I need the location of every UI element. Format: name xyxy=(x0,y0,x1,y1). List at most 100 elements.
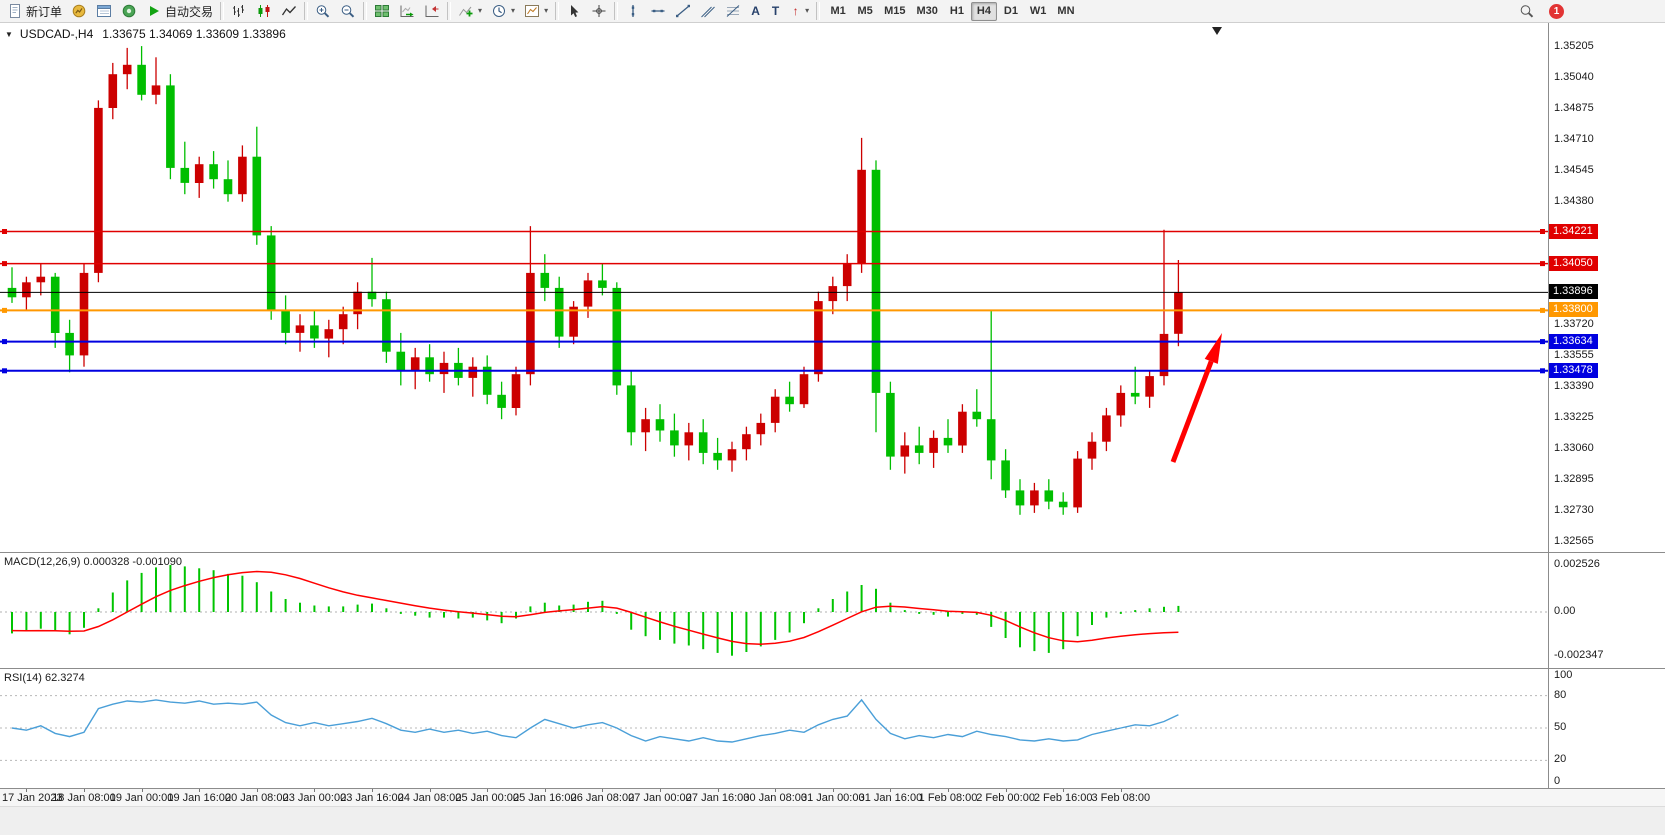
rsi-canvas[interactable] xyxy=(0,669,1548,788)
time-axis-label: 2 Feb 00:00 xyxy=(976,792,1035,804)
line-handle[interactable] xyxy=(1540,307,1545,313)
line-handle[interactable] xyxy=(1540,368,1545,374)
tf-button-m1[interactable]: M1 xyxy=(830,5,846,17)
line-handle[interactable] xyxy=(1540,339,1545,345)
candle xyxy=(223,160,233,202)
time-axis-label: 19 Jan 00:00 xyxy=(109,792,174,804)
data-window-icon xyxy=(97,5,112,17)
vertical-line-icon xyxy=(631,5,635,17)
candle xyxy=(886,381,895,470)
chart-header: ▼ USDCAD-,H4 1.33675 1.34069 1.33609 1.3… xyxy=(5,27,286,41)
line-handle[interactable] xyxy=(2,307,7,313)
candle xyxy=(79,263,89,367)
time-axis-label: 26 Jan 08:00 xyxy=(570,792,635,804)
panel-splitter[interactable] xyxy=(0,668,1665,669)
search-button[interactable] xyxy=(1515,1,1539,21)
line-handle[interactable] xyxy=(2,368,7,374)
candle xyxy=(439,351,449,393)
tile-windows-button[interactable] xyxy=(370,1,394,21)
candle xyxy=(410,347,420,390)
autotrading-button[interactable]: 自动交易 xyxy=(142,1,217,21)
candle xyxy=(1116,385,1126,427)
time-tick xyxy=(718,789,719,792)
time-tick xyxy=(26,789,27,792)
new-order-label: 新订单 xyxy=(26,4,63,19)
time-axis-label: 17 Jan 2023 xyxy=(2,792,63,804)
line-handle[interactable] xyxy=(2,229,7,234)
fibonacci-button[interactable] xyxy=(721,1,745,21)
channel-button[interactable] xyxy=(696,1,720,21)
candle xyxy=(151,57,161,105)
crosshair-button[interactable] xyxy=(587,1,611,21)
candlestick-chart-button[interactable] xyxy=(252,1,276,21)
zoom-out-button[interactable] xyxy=(336,1,360,21)
notification-badge[interactable]: 1 xyxy=(1549,3,1564,19)
line-handle[interactable] xyxy=(2,261,7,267)
candle xyxy=(511,366,521,416)
timeframe-toolbar: M1 M5 M15 M30 H1 H4 D1 W1 MN xyxy=(825,1,1079,21)
horizontal-line-button[interactable] xyxy=(646,1,670,21)
toolbar-separator xyxy=(363,2,368,20)
periods-button[interactable]: ▾ xyxy=(487,1,519,21)
tf-button-w1[interactable]: W1 xyxy=(1029,5,1047,17)
candle xyxy=(655,404,665,442)
vertical-line-button[interactable] xyxy=(621,1,645,21)
zoom-in-button[interactable] xyxy=(311,1,335,21)
line-handle[interactable] xyxy=(1540,229,1545,234)
data-window-button[interactable] xyxy=(92,1,116,21)
line-chart-button[interactable] xyxy=(277,1,301,21)
toolbar-separator xyxy=(816,2,821,20)
tf-button-m15[interactable]: M15 xyxy=(884,5,906,17)
candle xyxy=(612,282,622,395)
macd-canvas[interactable] xyxy=(0,553,1548,668)
arrows-button[interactable]: ↑ ▾ xyxy=(786,1,813,21)
one-click-trading-toggle[interactable]: ▼ xyxy=(5,29,13,39)
candle xyxy=(295,314,305,352)
macd-indicator-label: MACD(12,26,9) 0.000328 -0.001090 xyxy=(4,556,182,568)
candle xyxy=(554,276,564,348)
candle xyxy=(166,74,175,180)
time-tick xyxy=(142,789,143,792)
new-order-icon xyxy=(10,4,20,18)
bar-chart-button[interactable] xyxy=(227,1,251,21)
tf-button-mn[interactable]: MN xyxy=(1057,5,1075,17)
candle xyxy=(857,137,866,273)
candle xyxy=(454,347,463,386)
text-icon: A xyxy=(751,4,760,18)
tf-button-d1[interactable]: D1 xyxy=(1003,5,1018,17)
line-handle[interactable] xyxy=(1540,261,1545,267)
candle xyxy=(871,160,881,433)
time-scale[interactable]: 17 Jan 2023 18 Jan 08:00 19 Jan 00:00 19 Ja… xyxy=(0,788,1665,806)
trendline-button[interactable] xyxy=(671,1,695,21)
candle xyxy=(65,319,74,373)
price-axis-label: 1.35205 xyxy=(1554,40,1594,52)
dropdown-caret: ▾ xyxy=(805,6,810,15)
tf-button-m5[interactable]: M5 xyxy=(857,5,873,17)
annotation-arrow[interactable] xyxy=(1170,333,1222,463)
indicators-button[interactable]: ▾ xyxy=(454,1,486,21)
price-axis-label: 1.33720 xyxy=(1554,318,1594,330)
templates-button[interactable]: ▾ xyxy=(520,1,552,21)
line-handle[interactable] xyxy=(2,339,7,345)
chart-shift-marker[interactable] xyxy=(1212,27,1222,35)
tf-button-h1[interactable]: H1 xyxy=(949,5,964,17)
chart-shift-button[interactable] xyxy=(420,1,444,21)
time-tick xyxy=(602,789,603,792)
candle xyxy=(194,156,204,198)
candle xyxy=(785,381,794,412)
price-chart-canvas[interactable] xyxy=(0,23,1548,552)
auto-scroll-button[interactable] xyxy=(395,1,419,21)
price-scale[interactable]: 1.35205 1.35040 1.34875 1.34710 1.34545 1.343… xyxy=(1548,23,1665,806)
text-button[interactable]: A xyxy=(746,1,765,21)
time-axis-label: 24 Jan 08:00 xyxy=(397,792,462,804)
navigator-button[interactable] xyxy=(117,1,141,21)
cursor-button[interactable] xyxy=(562,1,586,21)
market-watch-button[interactable] xyxy=(67,1,91,21)
price-axis-label: 1.33555 xyxy=(1554,349,1594,361)
panel-splitter[interactable] xyxy=(0,552,1665,553)
candle xyxy=(1087,432,1097,470)
new-order-button[interactable]: 新订单 xyxy=(3,1,66,21)
text-label-button[interactable]: T xyxy=(766,1,785,21)
tf-button-h4[interactable]: H4 xyxy=(970,1,997,21)
tf-button-m30[interactable]: M30 xyxy=(916,5,938,17)
